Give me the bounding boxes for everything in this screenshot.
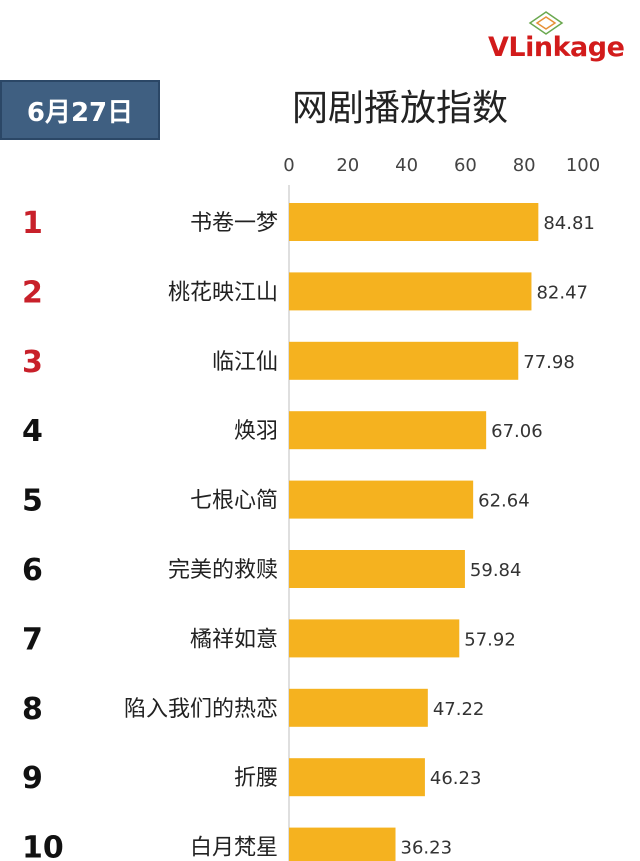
category-label: 桃花映江山	[168, 280, 278, 305]
value-label: 67.06	[491, 421, 543, 442]
category-label: 陷入我们的热恋	[124, 697, 278, 722]
value-label: 82.47	[536, 282, 588, 303]
bar	[289, 827, 396, 861]
value-label: 46.23	[430, 768, 482, 789]
category-label: 橘祥如意	[190, 627, 278, 652]
rank-label: 8	[22, 692, 43, 727]
x-tick-label: 0	[283, 155, 294, 176]
category-label: 焕羽	[234, 419, 278, 444]
logo-diamond-icon	[528, 11, 564, 35]
rank-label: 5	[22, 484, 43, 519]
value-label: 59.84	[470, 560, 522, 581]
category-label: 临江仙	[212, 350, 278, 375]
bar	[289, 619, 460, 658]
category-label: 折腰	[234, 766, 278, 791]
rank-label: 4	[22, 414, 43, 449]
bar	[289, 411, 487, 450]
rank-label: 9	[22, 761, 43, 796]
rank-label: 2	[22, 275, 43, 310]
rank-label: 6	[22, 553, 43, 588]
bar	[289, 272, 532, 311]
date-badge: 6月27日	[0, 80, 160, 140]
value-label: 62.64	[478, 491, 530, 512]
value-label: 84.81	[543, 213, 595, 234]
value-label: 36.23	[401, 838, 453, 859]
rank-label: 10	[22, 831, 64, 861]
x-tick-label: 60	[454, 155, 477, 176]
bar	[289, 480, 474, 519]
chart-title: 网剧播放指数	[291, 88, 508, 129]
rank-label: 1	[22, 206, 43, 241]
category-label: 白月梵星	[190, 836, 278, 861]
logo-prefix: VL	[488, 32, 526, 63]
logo-suffix: inkage	[525, 32, 625, 63]
x-tick-label: 20	[336, 155, 359, 176]
bar-chart: 0 20 40 60 80 100 1 书卷一梦 84.81 2 桃花映江山 82.47 3 临江仙 77.…	[22, 155, 600, 861]
category-label: 完美的救赎	[168, 558, 278, 583]
bar	[289, 550, 465, 588]
value-label: 47.22	[433, 699, 485, 720]
x-tick-label: 100	[566, 155, 600, 176]
logo-wordmark: VLinkage	[488, 32, 625, 63]
vlinkage-logo: VLinkage	[488, 10, 636, 70]
rank-label: 7	[22, 622, 43, 657]
rank-label: 3	[22, 345, 43, 380]
bar	[289, 203, 539, 241]
category-label: 七根心简	[190, 489, 278, 514]
bar	[289, 688, 428, 727]
x-tick-label: 40	[395, 155, 418, 176]
bar	[289, 341, 519, 380]
value-label: 57.92	[464, 629, 516, 650]
value-label: 77.98	[523, 352, 575, 373]
bar	[289, 758, 425, 797]
category-label: 书卷一梦	[190, 211, 278, 236]
x-tick-label: 80	[513, 155, 536, 176]
date-label: 6月27日	[26, 97, 134, 128]
